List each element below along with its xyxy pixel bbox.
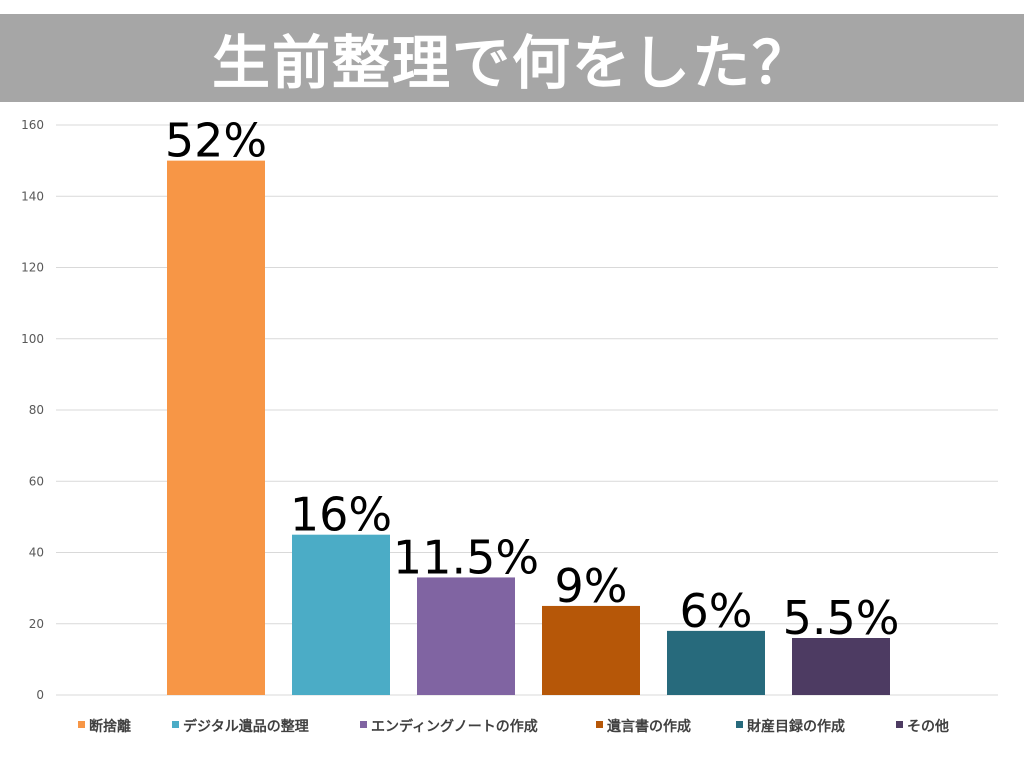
y-tick-label: 160 <box>21 118 44 132</box>
bar-5 <box>667 630 765 695</box>
y-tick-label: 20 <box>29 617 44 631</box>
bar-4 <box>542 605 640 695</box>
data-label: 9% <box>555 559 628 613</box>
bars <box>167 160 890 695</box>
y-tick-label: 40 <box>29 546 44 560</box>
y-tick-label: 120 <box>21 261 44 275</box>
data-label: 16% <box>290 488 392 542</box>
legend-label: エンディングノートの作成 <box>371 718 538 735</box>
legend-swatch <box>78 721 85 728</box>
legend: 断捨離 デジタル遺品の整理 エンディングノートの作成 遺言書の作成 財産目録の作成 その他 <box>78 718 949 735</box>
legend-label: 断捨離 <box>89 718 131 735</box>
legend-swatch <box>596 721 603 728</box>
bar-6 <box>792 638 890 695</box>
chart-title: 生前整理で何をした？ <box>211 29 812 97</box>
data-label: 52% <box>165 114 267 168</box>
title-bar: 生前整理で何をした？ <box>0 14 1024 102</box>
legend-label: デジタル遺品の整理 <box>183 718 309 735</box>
y-tick-label: 60 <box>29 474 44 488</box>
y-axis-ticks: 0 20 40 60 80 100 120 140 160 <box>21 118 44 702</box>
bar-2 <box>292 534 390 695</box>
legend-label: その他 <box>907 718 949 735</box>
legend-label: 財産目録の作成 <box>746 718 845 735</box>
y-tick-label: 80 <box>29 403 44 417</box>
data-label: 6% <box>680 584 753 638</box>
data-labels: 52% 16%11.5% 9% 6% 5.5% <box>165 114 900 645</box>
y-tick-label: 100 <box>21 332 44 346</box>
bar-3 <box>417 577 515 695</box>
bar-1 <box>167 160 265 695</box>
y-tick-label: 140 <box>21 189 44 203</box>
data-label: 5.5% <box>783 591 900 645</box>
legend-swatch <box>172 721 179 728</box>
legend-swatch <box>360 721 367 728</box>
data-label: 11.5% <box>393 530 539 584</box>
legend-swatch <box>736 721 743 728</box>
y-tick-label: 0 <box>36 688 44 702</box>
legend-label: 遺言書の作成 <box>607 718 691 735</box>
legend-swatch <box>896 721 903 728</box>
